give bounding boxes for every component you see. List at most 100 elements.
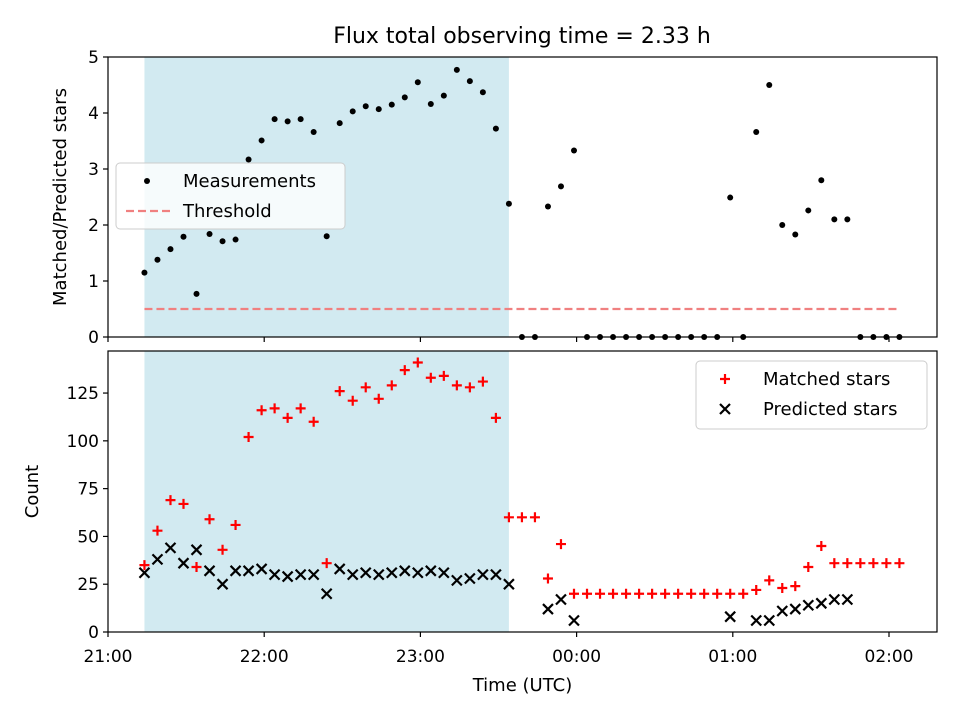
y-tick-label: 5 — [88, 48, 99, 68]
measurement-point — [492, 125, 499, 132]
x-tick-label: 23:00 — [396, 647, 445, 667]
predicted-star-point — [320, 587, 333, 600]
matched-star-point — [477, 376, 488, 387]
measurement-point — [792, 231, 799, 238]
y-tick-label: 100 — [67, 432, 99, 452]
matched-star-point — [621, 588, 632, 599]
matched-star-point — [634, 588, 645, 599]
matched-star-point — [712, 588, 723, 599]
measurement-point — [505, 200, 512, 207]
predicted-star-point — [281, 570, 294, 583]
predicted-star-point — [750, 614, 763, 627]
observing-window-shade — [144, 351, 509, 632]
x-tick-label: 00:00 — [552, 647, 601, 667]
matched-star-point — [191, 562, 202, 573]
predicted-star-point — [138, 566, 151, 579]
matched-star-point — [699, 588, 710, 599]
count-panel: 0 25 50 75 100 125 21:00 22:00 23:00 00:00 01:00 02… — [22, 350, 938, 696]
measurement-point — [167, 246, 174, 253]
y-tick-label: 4 — [88, 104, 99, 124]
matched-star-point — [881, 558, 892, 569]
matched-star-point — [751, 584, 762, 595]
measurement-point — [271, 116, 278, 123]
predicted-star-point — [425, 565, 437, 577]
legend: Measurements Threshold — [115, 162, 346, 230]
legend-measurement-marker — [144, 178, 150, 184]
measurement-point — [805, 207, 812, 214]
measurement-point — [831, 216, 838, 223]
legend-label: Threshold — [182, 201, 272, 222]
matched-star-point — [725, 588, 736, 599]
y-tick-label: 0 — [88, 623, 99, 643]
measurement-point — [154, 256, 161, 263]
matched-star-point — [451, 380, 462, 391]
predicted-star-point — [724, 610, 736, 623]
matched-star-point — [673, 588, 684, 599]
measurement-point — [232, 236, 239, 243]
ratio-panel: 0 1 2 3 4 5 Matched/Predicted stars Measurement… — [50, 48, 938, 348]
predicted-star-point — [451, 574, 463, 587]
matched-star-point — [842, 558, 853, 569]
matched-star-point — [360, 382, 371, 393]
x-tick-label: 02:00 — [865, 647, 914, 667]
matched-star-point — [282, 412, 293, 423]
predicted-star-point — [477, 568, 489, 581]
matched-star-point — [256, 405, 267, 416]
matched-star-point — [308, 416, 319, 427]
measurement-point — [401, 94, 408, 101]
legend: Matched stars Predicted stars — [695, 360, 928, 430]
measurement-point — [766, 82, 773, 88]
matched-star-point — [412, 357, 423, 368]
legend-box — [115, 162, 346, 230]
matched-star-point — [894, 558, 905, 569]
predicted-star-point — [789, 603, 802, 615]
y-axis-label: Count — [22, 465, 43, 518]
predicted-star-point — [268, 568, 281, 581]
measurement-point — [466, 78, 473, 85]
matched-star-point — [464, 382, 475, 393]
predicted-star-point — [177, 557, 190, 569]
predicted-star-point — [490, 568, 502, 581]
measurement-point — [219, 238, 226, 245]
matched-star-point — [582, 588, 593, 599]
measurement-point — [427, 101, 434, 108]
predicted-star-point — [412, 566, 424, 579]
matched-star-point — [595, 588, 606, 599]
predicted-star-point — [372, 568, 385, 581]
matched-star-point — [243, 432, 254, 443]
matched-star-point — [425, 372, 436, 383]
matched-star-point — [816, 540, 827, 551]
x-axis-label: Time (UTC) — [472, 675, 573, 696]
predicted-star-point — [190, 544, 203, 556]
y-tick-label: 125 — [67, 384, 99, 404]
y-tick-label: 3 — [88, 160, 99, 180]
matched-star-point — [399, 365, 410, 376]
matched-star-point — [803, 562, 814, 573]
measurement-point — [245, 156, 252, 163]
legend-label: Measurements — [183, 171, 316, 192]
axes-frame — [107, 56, 938, 338]
predicted-star-point — [568, 614, 580, 627]
y-tick-label: 25 — [77, 575, 99, 595]
matched-star-point — [738, 588, 749, 599]
measurement-point — [544, 203, 551, 210]
matched-star-point — [204, 514, 215, 525]
y-tick-label: 2 — [88, 216, 99, 236]
y-tick-label: 1 — [88, 272, 99, 292]
measurement-point — [206, 230, 213, 237]
predicted-star-point — [464, 572, 476, 585]
measurement-point — [727, 194, 734, 201]
matched-star-point — [386, 380, 397, 391]
matched-star-point — [777, 583, 788, 594]
measurement-point — [258, 137, 265, 144]
predicted-star-point — [307, 568, 320, 581]
matched-star-point — [516, 512, 527, 523]
predicted-star-point — [229, 565, 242, 577]
legend-matched-marker — [720, 374, 730, 384]
predicted-star-point — [438, 566, 450, 579]
chart-title: Flux total observing time = 2.33 h — [333, 24, 711, 49]
measurement-point — [818, 177, 825, 184]
x-tick-label: 01:00 — [708, 647, 757, 667]
measurement-point — [141, 269, 148, 276]
